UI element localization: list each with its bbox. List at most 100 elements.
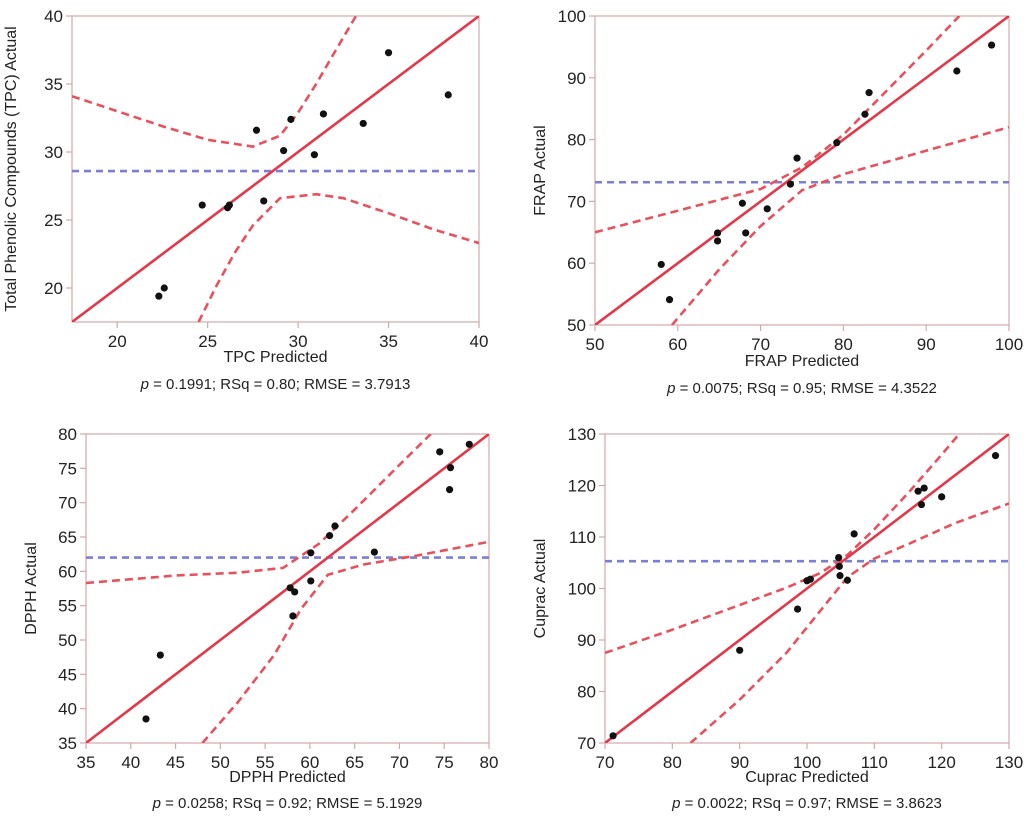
x-tick-label: 35: [77, 753, 96, 772]
y-tick-label: 80: [58, 425, 77, 444]
y-tick-label: 25: [44, 211, 63, 230]
data-point: [446, 464, 455, 472]
x-tick-label: 30: [289, 332, 308, 351]
data-point: [465, 440, 473, 448]
plot-area: [595, 16, 1009, 325]
y-tick-label: 110: [569, 528, 596, 547]
x-axis-label: TPC Predicted: [223, 349, 327, 366]
data-point: [953, 67, 961, 75]
y-tick-label: 70: [58, 494, 77, 513]
confidence-curve-upper: [72, 16, 358, 148]
confidence-curve-lower: [671, 125, 1009, 325]
y-axis-label: DPPH Actual: [23, 542, 40, 634]
y-axis-label: Total Phenolic Compounds (TPC) Actual: [3, 26, 20, 311]
y-tick-label: 75: [58, 459, 77, 478]
x-tick-label: 35: [379, 332, 398, 351]
y-tick-label: 50: [58, 631, 77, 650]
y-tick-label: 20: [44, 279, 63, 298]
x-tick-label: 40: [470, 332, 489, 351]
x-axis-label: Cuprac Predicted: [745, 769, 869, 786]
data-point: [280, 147, 288, 155]
stats-p-symbol: p: [671, 795, 680, 812]
data-point: [307, 577, 315, 585]
stats-p-symbol: p: [140, 376, 149, 393]
data-point: [713, 229, 722, 237]
x-tick-label: 120: [927, 753, 955, 772]
data-point: [786, 180, 795, 188]
data-point: [793, 605, 802, 613]
data-point: [609, 732, 617, 740]
confidence-curve-upper: [86, 434, 432, 585]
x-tick-label: 110: [861, 753, 888, 772]
y-tick-label: 65: [58, 528, 77, 547]
x-tick-label: 70: [390, 753, 409, 772]
y-tick-label: 35: [44, 75, 63, 94]
data-point: [938, 493, 946, 501]
fit-line: [72, 16, 479, 322]
y-tick-label: 100: [558, 7, 586, 26]
y-axis-label: FRAP Actual: [532, 125, 549, 215]
x-axis-label: DPPH Predicted: [229, 769, 346, 786]
stats-values: = 0.0075; RSq = 0.95; RMSE = 4.3522: [675, 380, 936, 397]
data-point: [657, 260, 665, 269]
x-tick-label: 80: [834, 335, 853, 354]
y-tick-label: 30: [44, 143, 63, 162]
data-point: [331, 522, 339, 530]
y-tick-label: 90: [577, 631, 596, 650]
confidence-curve-upper: [595, 16, 961, 234]
y-tick-label: 80: [577, 683, 596, 702]
data-point: [833, 139, 841, 147]
stats-caption: p = 0.0022; RSq = 0.97; RMSE = 3.8623: [671, 795, 942, 812]
data-point: [763, 205, 771, 213]
data-point: [920, 484, 928, 492]
x-tick-label: 60: [668, 335, 687, 354]
x-tick-label: 45: [166, 753, 185, 772]
data-point: [835, 554, 843, 562]
data-point: [370, 548, 378, 556]
data-point: [861, 110, 869, 118]
data-point: [713, 237, 722, 245]
y-tick-label: 40: [58, 700, 77, 719]
y-tick-label: 70: [567, 192, 586, 211]
x-tick-label: 75: [435, 753, 454, 772]
data-point: [665, 296, 674, 304]
stats-p-symbol: p: [152, 795, 161, 812]
x-tick-label: 25: [198, 332, 217, 351]
x-tick-label: 70: [751, 335, 770, 354]
data-point: [384, 49, 393, 57]
stats-caption: p = 0.0258; RSq = 0.92; RMSE = 5.1929: [152, 795, 423, 812]
confidence-curve-upper: [605, 434, 961, 655]
stats-p-symbol: p: [666, 380, 675, 397]
data-point: [319, 110, 328, 118]
data-point: [445, 486, 454, 494]
stats-caption: p = 0.1991; RSq = 0.80; RMSE = 3.7913: [140, 376, 411, 393]
x-tick-label: 70: [596, 753, 615, 772]
data-point: [742, 229, 750, 237]
x-tick-label: 100: [793, 753, 821, 772]
y-axis-label: Cuprac Actual: [532, 539, 549, 639]
plot-area: [72, 16, 479, 322]
x-tick-label: 100: [995, 335, 1023, 354]
y-tick-label: 80: [567, 131, 586, 150]
data-point: [160, 284, 168, 292]
data-point: [252, 126, 261, 134]
plot-frame: [71, 15, 480, 323]
data-point: [436, 448, 444, 456]
y-tick-label: 60: [567, 254, 586, 273]
x-tick-label: 65: [345, 753, 364, 772]
data-point: [850, 530, 858, 538]
x-tick-label: 50: [586, 335, 605, 354]
plot-frame: [594, 15, 1010, 326]
data-point: [325, 532, 334, 540]
y-tick-label: 50: [567, 316, 586, 335]
confidence-curve-lower: [689, 502, 1009, 743]
y-tick-label: 55: [58, 597, 77, 616]
x-tick-label: 55: [256, 753, 275, 772]
x-tick-label: 90: [917, 335, 936, 354]
y-tick-label: 60: [58, 562, 77, 581]
fit-line: [595, 16, 1009, 325]
plot-area: [605, 434, 1009, 743]
data-point: [359, 119, 367, 128]
data-point: [865, 89, 873, 97]
x-tick-label: 80: [663, 753, 682, 772]
